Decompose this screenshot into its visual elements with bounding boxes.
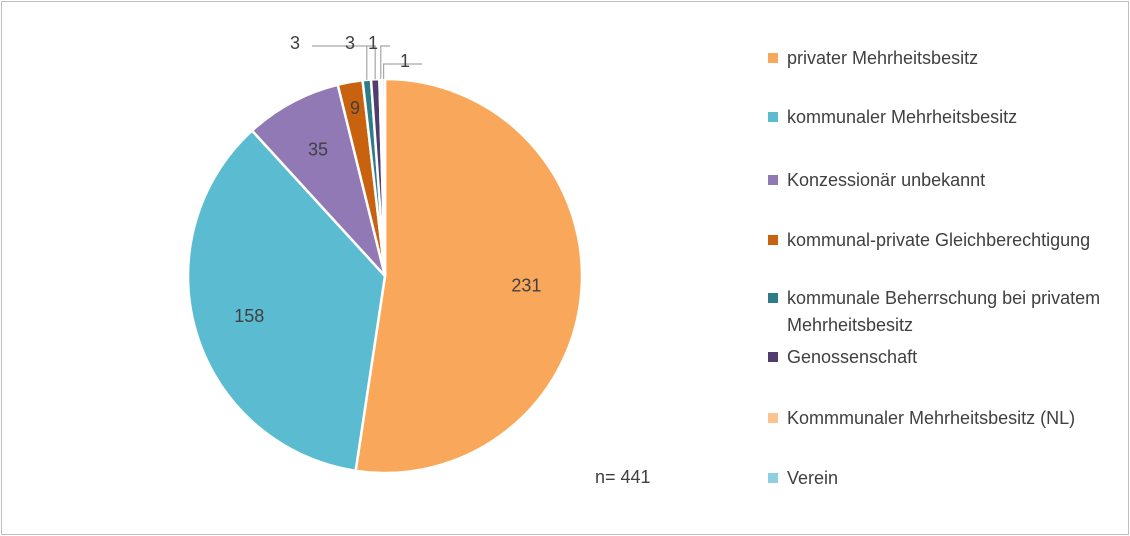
data-label: 3: [290, 33, 300, 53]
legend-swatch: [768, 175, 778, 185]
legend-item: kommunal-private Gleichberechtigung: [768, 227, 1113, 254]
legend-label: Genossenschaft: [787, 347, 918, 367]
legend-item: kommunaler Mehrheitsbesitz: [768, 104, 1113, 131]
legend-swatch: [768, 293, 778, 303]
data-label: 35: [308, 140, 328, 160]
leader-line: [382, 63, 422, 80]
pie-slice: [354, 77, 584, 475]
legend-swatch: [768, 235, 778, 245]
pie-slice: [186, 128, 387, 473]
pie-slice: [250, 83, 387, 277]
annotation: n= 441: [595, 467, 651, 487]
legend-swatch: [768, 413, 778, 423]
legend-item: Kommmunaler Mehrheitsbesitz (NL): [768, 405, 1113, 432]
legend-item: Verein: [768, 465, 1113, 492]
legend-label: kommunaler Mehrheitsbesitz: [787, 107, 1018, 127]
leader-line: [367, 45, 376, 80]
data-label: 231: [511, 275, 541, 295]
data-label: 1: [400, 51, 410, 71]
legend-swatch: [768, 112, 778, 122]
data-label: 3: [345, 33, 355, 53]
data-label: 158: [234, 306, 264, 326]
legend-label: Konzessionär unbekannt: [787, 170, 986, 190]
legend-label: kommunal-private Gleichberechtigung: [787, 230, 1091, 250]
legend-label: privater Mehrheitsbesitz: [787, 48, 979, 68]
data-label: 9: [350, 98, 360, 118]
data-label: 1: [368, 33, 378, 53]
legend-swatch: [768, 473, 778, 483]
legend-item: privater Mehrheitsbesitz: [768, 45, 1113, 72]
legend-item: Konzessionär unbekannt: [768, 167, 1113, 194]
legend-item: Genossenschaft: [768, 344, 1113, 371]
legend-swatch: [768, 352, 778, 362]
leader-line: [312, 45, 368, 80]
legend-label: kommunale Beherrschung bei privatem Mehr…: [787, 288, 1101, 335]
legend-swatch: [768, 53, 778, 63]
leader-line: [380, 45, 390, 80]
legend-label: Kommmunaler Mehrheitsbesitz (NL): [787, 408, 1076, 428]
legend-item: kommunale Beherrschung bei privatem Mehr…: [768, 285, 1113, 339]
legend-label: Verein: [787, 468, 839, 488]
